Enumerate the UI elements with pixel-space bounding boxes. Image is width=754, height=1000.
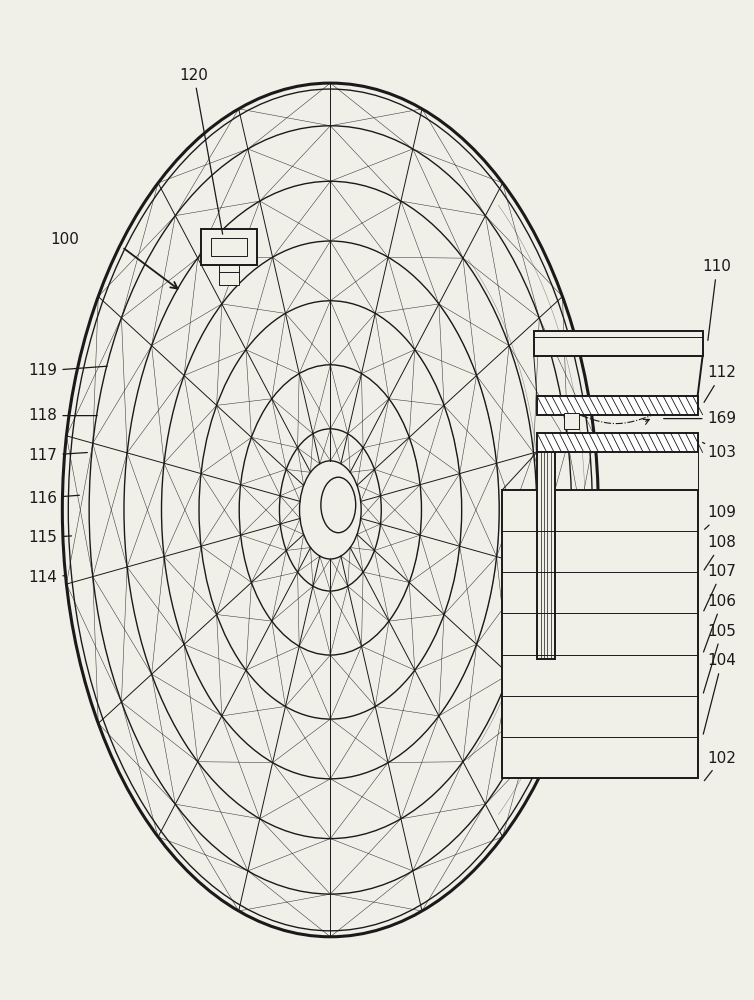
Text: 105: 105 — [703, 624, 737, 693]
Text: 112: 112 — [704, 365, 737, 402]
Text: 119: 119 — [29, 363, 107, 378]
Text: 108: 108 — [704, 535, 737, 570]
Bar — [502, 490, 697, 778]
Bar — [201, 229, 257, 265]
Text: 120: 120 — [179, 68, 222, 234]
Bar — [537, 433, 697, 452]
Bar — [534, 331, 703, 356]
Text: 169: 169 — [664, 411, 737, 426]
Text: 110: 110 — [703, 259, 731, 340]
Text: 107: 107 — [703, 564, 737, 611]
Text: 100: 100 — [51, 232, 79, 247]
Text: 114: 114 — [29, 570, 65, 585]
Text: 118: 118 — [29, 408, 97, 423]
Bar — [211, 238, 247, 256]
Text: 104: 104 — [703, 653, 737, 734]
Text: 102: 102 — [704, 751, 737, 781]
Bar — [563, 413, 580, 429]
Bar — [537, 452, 555, 659]
Text: 115: 115 — [29, 530, 72, 545]
Text: 106: 106 — [703, 594, 737, 652]
Text: 109: 109 — [704, 505, 737, 529]
Bar — [537, 396, 697, 415]
Text: 116: 116 — [29, 491, 79, 506]
Text: 117: 117 — [29, 448, 87, 463]
Text: 103: 103 — [703, 442, 737, 460]
Bar — [219, 265, 239, 285]
